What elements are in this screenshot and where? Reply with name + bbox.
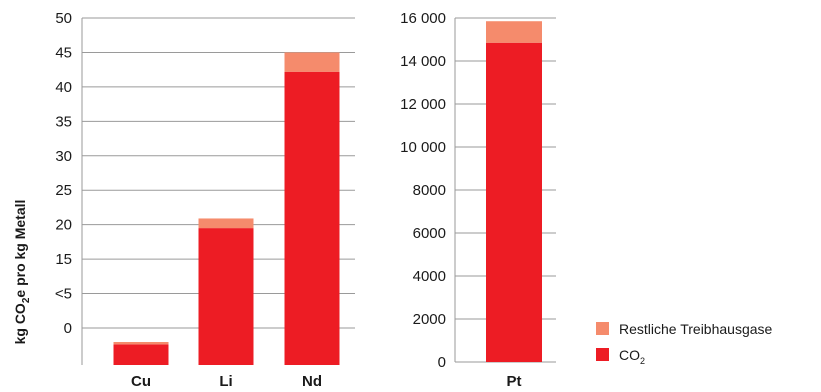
y-tick-label: 6000 <box>413 225 446 242</box>
y-tick-label: 35 <box>55 113 72 130</box>
y-tick-label: 0 <box>438 354 446 371</box>
y-tick-label: 2000 <box>413 311 446 328</box>
bar-co2-Cu <box>113 344 169 365</box>
bar-co2-Nd <box>284 71 340 365</box>
y-tick-label: 0 <box>64 320 72 337</box>
x-category-label: Cu <box>131 373 151 390</box>
x-category-label: Li <box>219 373 232 390</box>
y-tick-label: 40 <box>55 79 72 96</box>
y-tick-label: <5 <box>55 286 72 303</box>
y-tick-label: 10 000 <box>400 139 446 156</box>
y-tick-label: 16 000 <box>400 10 446 27</box>
y-tick-label: 4000 <box>413 268 446 285</box>
y-tick-label: 8000 <box>413 182 446 199</box>
bar-co2-Li <box>198 228 254 365</box>
y-tick-label: 14 000 <box>400 53 446 70</box>
y-tick-label: 25 <box>55 182 72 199</box>
y-tick-label: 15 <box>55 251 72 268</box>
legend: Restliche Treibhausgase CO2 <box>596 321 773 366</box>
bar-other-ghg-Pt <box>486 21 542 43</box>
y-tick-label: 50 <box>55 10 72 27</box>
x-category-label: Nd <box>302 373 322 390</box>
bar-other-ghg-Li <box>198 218 254 229</box>
legend-swatch-co2 <box>596 348 609 361</box>
legend-label-other-ghg: Restliche Treibhausgase <box>619 321 773 337</box>
chart-left-cu-li-nd: 50 45 40 35 30 25 20 15 <5 0 Cu Li Nd <box>55 10 355 390</box>
x-category-label: Pt <box>507 373 522 390</box>
bar-other-ghg-Nd <box>284 52 340 72</box>
bar-co2-Pt <box>486 42 542 362</box>
chart-right-pt: 16 000 14 000 12 000 10 000 8000 6000 4000 2000… <box>400 10 556 390</box>
legend-label-co2: CO2 <box>619 347 645 366</box>
legend-swatch-other-ghg <box>596 322 609 335</box>
y-tick-label: 12 000 <box>400 96 446 113</box>
y-tick-label: 45 <box>55 44 72 61</box>
y-tick-label: 30 <box>55 148 72 165</box>
y-tick-label: 20 <box>55 217 72 234</box>
y-axis-label: kg CO2e pro kg Metall <box>12 200 32 345</box>
bar-other-ghg-Cu <box>113 342 169 345</box>
